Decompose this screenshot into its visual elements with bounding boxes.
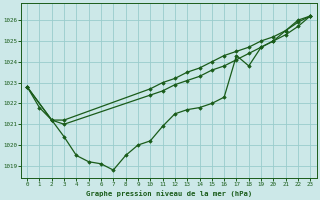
X-axis label: Graphe pression niveau de la mer (hPa): Graphe pression niveau de la mer (hPa) [86,190,252,197]
